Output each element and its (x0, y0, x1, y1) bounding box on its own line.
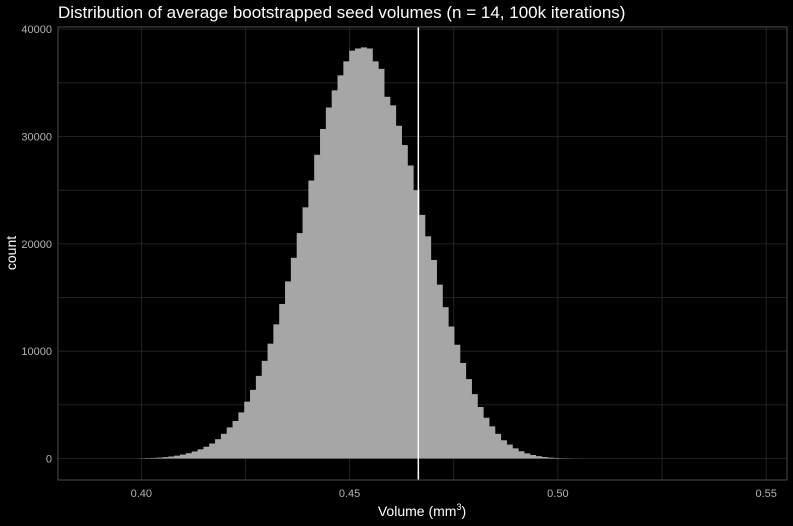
histogram-bar (180, 454, 187, 459)
histogram-bar (442, 307, 449, 459)
histogram-bar (401, 145, 408, 459)
histogram-bar (191, 451, 198, 459)
y-tick-label: 20000 (21, 239, 52, 251)
histogram-bar (448, 326, 455, 459)
histogram-bar (541, 457, 548, 459)
histogram-bar (378, 68, 385, 459)
histogram-bar (500, 440, 507, 459)
histogram-bar (261, 360, 268, 459)
histogram-bar (220, 433, 228, 459)
histogram-bar (454, 344, 461, 459)
histogram-bar (203, 446, 210, 459)
histogram-bar (349, 50, 356, 459)
histogram-bar (162, 457, 169, 459)
histogram-bar (477, 407, 484, 459)
histogram-bar (529, 454, 537, 459)
histogram-bar (494, 433, 502, 459)
histogram-bar (232, 420, 239, 459)
histogram-bar (285, 281, 292, 459)
histogram-bar (535, 456, 542, 459)
x-axis-ticks: 0.40 0.45 0.50 0.55 (131, 488, 777, 500)
histogram-bar (430, 259, 437, 459)
histogram-bar (279, 303, 286, 459)
histogram-bar (524, 453, 531, 459)
histogram-bar (390, 105, 397, 459)
histogram-bar (459, 362, 467, 459)
panel-border (57, 26, 788, 481)
histogram-bar (168, 456, 175, 459)
histogram-bar (337, 75, 344, 459)
histogram-bar (185, 453, 193, 459)
histogram-bar (314, 154, 321, 459)
histogram-bar (489, 426, 496, 459)
histogram-bar (215, 439, 222, 459)
histogram-bar (255, 375, 263, 459)
histogram-bar (209, 443, 216, 459)
histogram-bar (197, 449, 204, 459)
histogram-bar (413, 190, 420, 459)
histogram-bar (244, 401, 251, 459)
y-tick-label: 0 (46, 454, 52, 466)
histogram-bar (547, 457, 554, 459)
histogram-bar (355, 48, 362, 459)
histogram-bar (308, 180, 315, 459)
x-axis-title-close: ) (461, 503, 466, 519)
histogram-bar (372, 61, 379, 459)
histogram-bar (419, 214, 426, 459)
histogram-bar (407, 165, 414, 459)
histogram-bar (512, 448, 519, 459)
histogram-bar (250, 389, 257, 459)
histogram-bar (553, 457, 560, 459)
y-tick-label: 40000 (21, 24, 52, 36)
histogram-bar (273, 324, 280, 459)
histogram-bar (150, 457, 158, 459)
x-tick-label: 0.55 (755, 488, 776, 500)
histogram-bar (483, 417, 490, 459)
histogram-bar (174, 455, 181, 459)
x-axis-title-superscript: 3 (456, 502, 461, 512)
histogram-bar (302, 207, 309, 459)
histogram-bar (424, 236, 432, 459)
histogram-bar (156, 457, 163, 459)
histogram-bar (366, 48, 373, 459)
y-tick-label: 10000 (21, 346, 52, 358)
histogram-bar (395, 125, 402, 459)
histogram-bar (267, 343, 274, 459)
histogram-bar (343, 61, 350, 459)
histogram-bar (384, 96, 391, 459)
y-axis-ticks: 0 10000 20000 30000 40000 (21, 24, 52, 465)
histogram-bar (290, 257, 297, 459)
histogram-bar (325, 107, 332, 459)
histogram-bar (320, 128, 327, 459)
histogram-bar (238, 412, 245, 459)
x-tick-label: 0.45 (339, 488, 360, 500)
histogram-bar (465, 379, 472, 459)
histogram-bar (331, 90, 338, 459)
y-tick-label: 30000 (21, 131, 52, 143)
histogram-bar (360, 47, 367, 459)
histogram-bars (139, 47, 583, 459)
x-tick-label: 0.40 (131, 488, 152, 500)
y-axis-title: count (3, 236, 19, 270)
histogram-bar (506, 444, 513, 459)
histogram-bar (296, 233, 303, 459)
histogram-bar (471, 394, 478, 459)
x-axis-title-text: Volume (mm (378, 503, 457, 519)
x-tick-label: 0.50 (547, 488, 568, 500)
chart-title: Distribution of average bootstrapped see… (58, 3, 625, 22)
histogram-bar (436, 284, 443, 459)
histogram-bar (518, 451, 525, 459)
histogram-bar (226, 427, 233, 459)
x-axis-title: Volume (mm3) (378, 502, 466, 519)
